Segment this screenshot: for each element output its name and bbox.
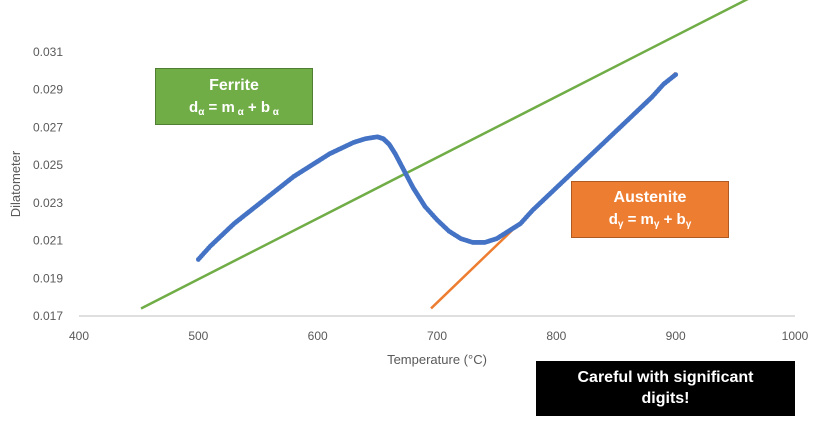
ferrite-equation: dα = m α + b α — [156, 97, 312, 124]
data-point — [673, 72, 679, 78]
y-axis-ticks: 0.017 0.019 0.021 0.023 0.025 0.027 0.029 0.031 — [33, 45, 63, 323]
y-tick-label: 0.031 — [33, 45, 63, 59]
fit-lines — [140, 0, 749, 310]
ferrite-fit-line — [140, 0, 749, 310]
ferrite-eq-m-sub: α — [234, 107, 244, 118]
y-axis-label: Dilatometer — [8, 150, 23, 217]
austenite-eq-d: d — [608, 211, 618, 228]
x-tick-label: 600 — [308, 329, 328, 343]
austenite-eq-b-sub: γ — [685, 219, 692, 230]
y-tick-label: 0.023 — [33, 196, 63, 210]
austenite-eq-d-sub: γ — [617, 219, 624, 230]
ferrite-title: Ferrite — [209, 77, 259, 94]
austenite-eq-b: + b — [659, 211, 686, 228]
y-tick-label: 0.019 — [33, 271, 63, 285]
y-tick-label: 0.027 — [33, 120, 63, 134]
note-line-1: Careful with significant — [577, 369, 754, 386]
ferrite-eq-b: + b — [243, 99, 271, 116]
note-line-2: digits! — [641, 390, 690, 407]
significant-digits-note: Careful with significant digits! — [536, 361, 795, 416]
x-axis-label: Temperature (°C) — [387, 352, 487, 367]
ferrite-eq-d-sub: α — [198, 107, 205, 118]
x-tick-label: 500 — [188, 329, 208, 343]
x-tick-label: 900 — [666, 329, 686, 343]
austenite-annotation: Austenite dγ = mγ + bγ — [571, 181, 729, 238]
data-points — [195, 72, 679, 262]
austenite-eq-m: = m — [623, 211, 654, 228]
ferrite-eq-d: d — [189, 99, 199, 116]
ferrite-eq-b-sub: α — [270, 107, 279, 118]
x-axis-ticks: 400 500 600 700 800 900 1000 — [69, 329, 809, 343]
x-tick-label: 400 — [69, 329, 89, 343]
x-tick-label: 1000 — [782, 329, 809, 343]
x-tick-label: 800 — [546, 329, 566, 343]
y-tick-label: 0.021 — [33, 234, 63, 248]
x-tick-label: 700 — [427, 329, 447, 343]
y-tick-label: 0.025 — [33, 158, 63, 172]
ferrite-annotation: Ferrite dα = m α + b α — [155, 68, 313, 125]
ferrite-eq-m: = m — [204, 99, 235, 116]
austenite-title: Austenite — [613, 189, 687, 206]
austenite-equation: dγ = mγ + bγ — [572, 209, 728, 236]
austenite-eq-m-sub: γ — [653, 219, 660, 230]
y-tick-label: 0.017 — [33, 309, 63, 323]
y-tick-label: 0.029 — [33, 83, 63, 97]
